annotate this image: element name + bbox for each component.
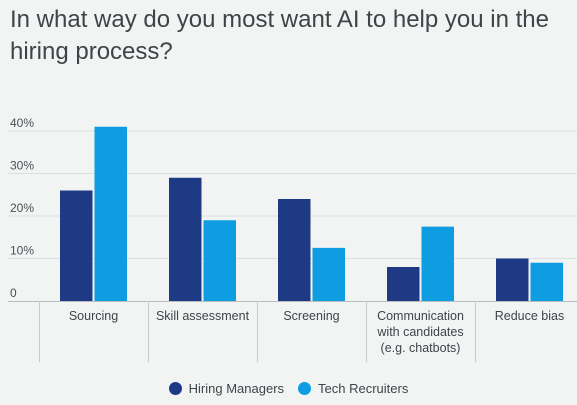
category-label: Communication with candidates (e.g. chatbo… — [376, 309, 464, 355]
legend-swatch-tech-recruiters — [298, 382, 312, 395]
category-label: Reduce bias — [495, 309, 565, 323]
bar — [387, 267, 420, 301]
y-tick-label: 30% — [10, 159, 34, 173]
bar — [169, 177, 202, 301]
bar — [496, 258, 529, 301]
category-label-line: Skill assessment — [156, 309, 250, 323]
bar — [421, 226, 454, 301]
bar — [203, 220, 236, 301]
category-label: Screening — [283, 309, 339, 323]
y-axis-tick-labels: 0 10% 20% 30% 40% — [10, 116, 34, 300]
y-tick-label: 10% — [10, 244, 34, 258]
y-tick-label: 0 — [10, 286, 17, 300]
legend-label-tech-recruiters: Tech Recruiters — [318, 381, 409, 396]
legend-item-tech-recruiters[interactable]: Tech Recruiters — [298, 381, 408, 396]
bar — [60, 190, 93, 301]
category-label-line: Sourcing — [69, 309, 118, 323]
category-label-line: Reduce bias — [495, 309, 565, 323]
category-label-line: Communication — [377, 309, 464, 323]
legend-swatch-hiring-managers — [168, 382, 182, 395]
legend-label-hiring-managers: Hiring Managers — [188, 381, 285, 396]
bar — [530, 262, 563, 301]
chart-title: In what way do you most want AI to help … — [10, 6, 549, 65]
legend: Hiring Managers Tech Recruiters — [0, 381, 577, 396]
bar — [278, 199, 311, 301]
legend-item-hiring-managers[interactable]: Hiring Managers — [168, 381, 285, 396]
category-label-line: with candidates — [376, 325, 463, 339]
bars — [60, 126, 563, 301]
category-label: Sourcing — [69, 309, 118, 323]
y-tick-label: 40% — [10, 116, 34, 130]
y-tick-label: 20% — [10, 201, 34, 215]
category-label-line: Screening — [283, 309, 339, 323]
bar — [312, 247, 345, 301]
bar — [94, 126, 127, 301]
category-label-line: (e.g. chatbots) — [381, 341, 461, 355]
x-axis — [8, 301, 577, 362]
category-labels: Sourcing Skill assessment Screening Communi… — [69, 309, 564, 355]
category-label: Skill assessment — [156, 309, 250, 323]
